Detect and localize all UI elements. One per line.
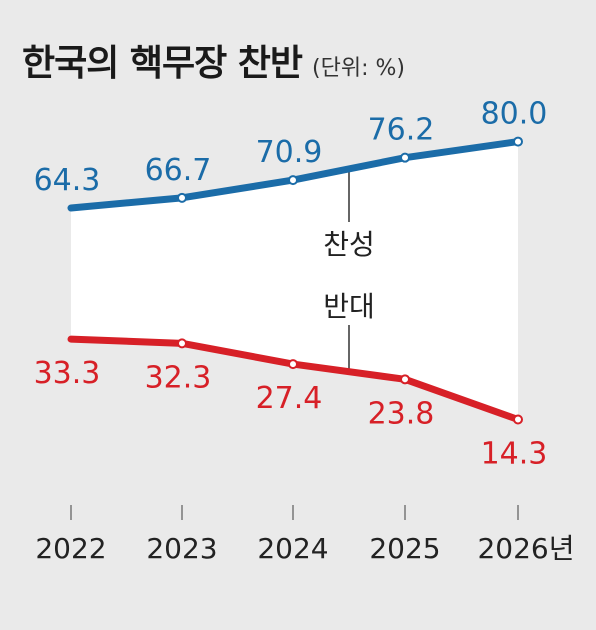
point-0-1 bbox=[177, 192, 187, 203]
point-0-3 bbox=[400, 152, 410, 163]
series-label-blue: 찬성 bbox=[323, 228, 375, 261]
unit-label: (단위: %) bbox=[312, 56, 405, 81]
blue-value-label-2: 70.9 bbox=[256, 135, 323, 170]
data-labels: 64.3 66.7 70.9 76.2 80.0 33.3 32.3 27.4 23.8 14.3 bbox=[34, 97, 548, 472]
title-row: 한국의 핵무장 찬반 (단위: %) bbox=[22, 34, 405, 86]
x-label-2: 2024 bbox=[257, 532, 328, 565]
point-1-1 bbox=[177, 338, 187, 349]
x-label-0: 2022 bbox=[35, 532, 106, 565]
red-value-label-1: 32.3 bbox=[145, 360, 212, 395]
x-axis-labels: 2022 2023 2024 2025 2026년 bbox=[35, 532, 574, 565]
point-1-3 bbox=[400, 374, 410, 385]
x-label-3: 2025 bbox=[369, 532, 440, 565]
x-label-4: 2026년 bbox=[477, 532, 574, 565]
series-label-red: 반대 bbox=[323, 290, 375, 323]
point-0-4 bbox=[513, 136, 523, 147]
blue-value-label-3: 76.2 bbox=[368, 113, 435, 148]
red-value-label-2: 27.4 bbox=[256, 381, 323, 416]
blue-value-label-1: 66.7 bbox=[145, 153, 212, 188]
data-points bbox=[177, 136, 523, 425]
point-1-4 bbox=[513, 414, 523, 425]
red-value-label-0: 33.3 bbox=[34, 356, 101, 391]
point-1-2 bbox=[288, 359, 298, 370]
x-label-1: 2023 bbox=[146, 532, 217, 565]
chart-title: 한국의 핵무장 찬반 bbox=[22, 43, 303, 84]
gap-fill-area bbox=[71, 141, 518, 420]
blue-value-label-0: 64.3 bbox=[34, 163, 101, 198]
red-value-label-4: 14.3 bbox=[481, 437, 548, 472]
point-0-2 bbox=[288, 175, 298, 186]
red-value-label-3: 23.8 bbox=[368, 396, 435, 431]
blue-value-label-4: 80.0 bbox=[481, 97, 548, 132]
x-axis-ticks bbox=[70, 505, 519, 520]
